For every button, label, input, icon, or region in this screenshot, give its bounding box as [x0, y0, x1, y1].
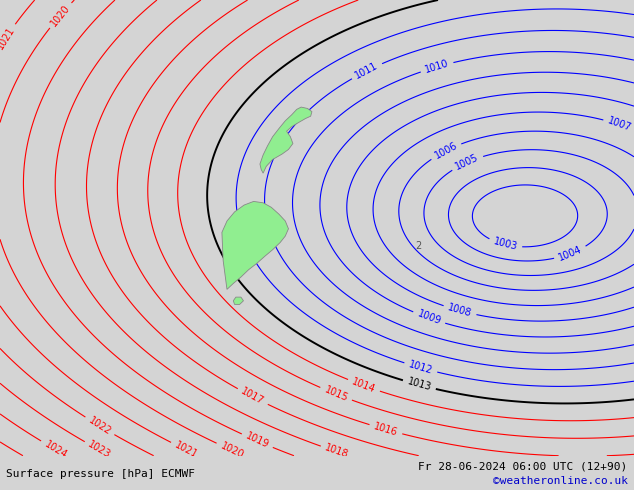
- Text: 1020: 1020: [49, 2, 72, 28]
- Text: 1004: 1004: [557, 245, 584, 263]
- Text: ©weatheronline.co.uk: ©weatheronline.co.uk: [493, 476, 628, 486]
- Text: 1007: 1007: [606, 116, 633, 134]
- Text: 1019: 1019: [244, 431, 271, 450]
- Text: 1016: 1016: [373, 421, 399, 438]
- Text: 1010: 1010: [424, 58, 450, 75]
- Text: 1021: 1021: [0, 24, 16, 51]
- Text: 1017: 1017: [240, 387, 266, 407]
- Text: 1005: 1005: [454, 152, 481, 172]
- Text: 1011: 1011: [354, 61, 380, 81]
- Text: 1012: 1012: [408, 360, 434, 376]
- Text: 1008: 1008: [447, 302, 473, 319]
- Text: Surface pressure [hPa] ECMWF: Surface pressure [hPa] ECMWF: [6, 469, 195, 479]
- Text: 1024: 1024: [42, 439, 68, 460]
- Polygon shape: [233, 297, 243, 304]
- Text: 1023: 1023: [86, 440, 113, 461]
- Text: 1021: 1021: [173, 440, 200, 460]
- Text: 1015: 1015: [323, 385, 349, 403]
- Text: 1018: 1018: [323, 443, 350, 461]
- Text: 1020: 1020: [219, 441, 245, 460]
- Polygon shape: [260, 107, 312, 173]
- Text: 1006: 1006: [432, 141, 459, 161]
- Text: 2: 2: [415, 241, 422, 251]
- Text: 1003: 1003: [492, 237, 519, 252]
- Text: Fr 28-06-2024 06:00 UTC (12+90): Fr 28-06-2024 06:00 UTC (12+90): [418, 462, 628, 471]
- Text: 1009: 1009: [416, 309, 443, 327]
- Polygon shape: [222, 201, 288, 290]
- Text: 1022: 1022: [87, 415, 113, 437]
- Text: 1013: 1013: [406, 377, 432, 393]
- Text: 1014: 1014: [351, 376, 377, 395]
